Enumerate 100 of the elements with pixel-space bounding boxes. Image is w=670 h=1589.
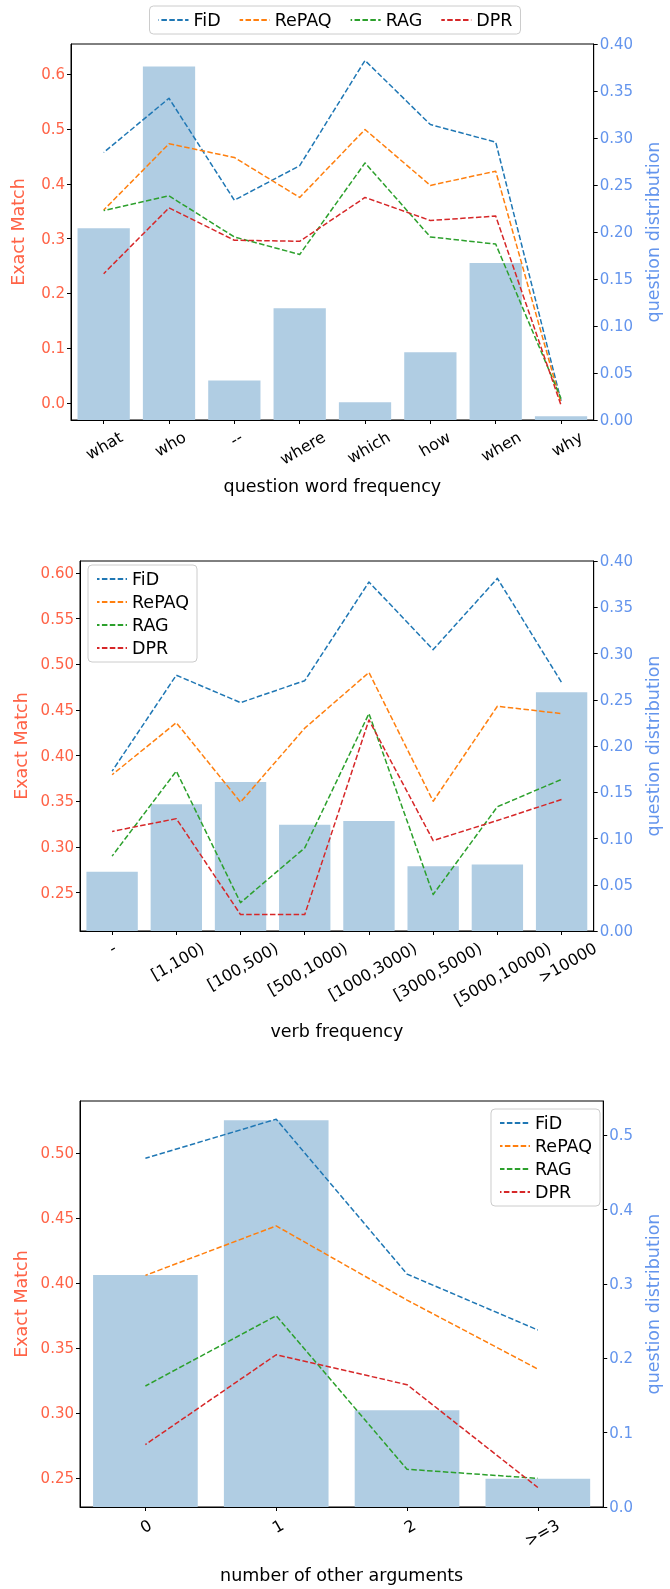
bar [469,263,522,420]
bar [338,402,392,420]
y2-tick-label: 0.15 [599,783,634,802]
legend-label: FiD [132,569,160,589]
x-axis-title: question word frequency [223,476,442,496]
bar [208,380,261,420]
y2-tick-label: 0.25 [599,690,634,709]
y2-tick-label: 0.40 [599,552,634,570]
bar [86,871,138,931]
y2-tick-label: 0.3 [609,1274,634,1293]
legend-label: DPR [476,10,513,30]
bar [485,1478,591,1507]
y-tick-label: 0.50 [40,655,74,674]
y-tick-label: 0.0 [41,394,65,413]
y2-tick-label: 0.30 [599,644,634,663]
x-tick-label: -- [226,427,247,450]
y2-tick-label: 0.00 [599,922,634,940]
y-tick-label: 0.35 [40,1339,74,1358]
y2-tick-label: 0.20 [599,737,634,755]
y2-tick-label: 0.35 [599,598,634,617]
y-tick-label: 0.35 [40,792,74,811]
x-axis-title: number of other arguments [220,1565,464,1585]
y-axis-title: Exact Match [8,178,28,286]
bar [471,864,524,931]
y-tick-label: 0.40 [40,746,74,765]
bar [214,782,267,931]
line-series [144,1225,539,1370]
bar [223,1120,329,1507]
bar [354,1410,460,1507]
bar [534,416,588,420]
y-tick-label: 0.45 [40,1209,74,1228]
bar [77,228,130,420]
legend-label: RAG [385,10,423,30]
y-tick-label: 0.30 [40,837,74,856]
y2-tick-label: 0.30 [599,129,634,147]
y2-tick-label: 0.4 [609,1200,634,1219]
y-tick-label: 0.60 [40,563,74,582]
y2-axis-title: question distribution [643,655,663,837]
y2-axis-title: question distribution [643,1213,663,1395]
bar [142,66,196,420]
bar [343,820,395,931]
y-tick-label: 0.25 [40,883,74,902]
legend-label: RAG [534,1159,572,1179]
x-tick-label: when [477,427,525,466]
y-tick-label: 0.4 [41,174,65,193]
line-series [111,671,563,803]
legend-label: FiD [534,1113,563,1133]
y2-tick-label: 0.40 [599,35,634,53]
x-tick-label: - [105,938,120,958]
x-tick-label: 0 [136,1515,156,1537]
x-axis-title: verb frequency [270,1021,404,1041]
x-tick-label: >=3 [521,1515,563,1551]
y2-tick-label: 0.25 [599,176,634,194]
y2-tick-label: 0.5 [609,1126,634,1145]
y2-tick-label: 0.00 [599,411,634,429]
bar [279,824,331,931]
y2-tick-label: 0.0 [609,1498,634,1516]
y2-tick-label: 0.35 [599,82,634,100]
y2-tick-label: 0.20 [599,223,634,241]
legend-label: RePAQ [132,592,190,612]
legend-label: DPR [534,1182,572,1202]
legend-label: RAG [132,615,169,635]
bar [404,352,457,420]
line-series [144,1314,539,1480]
y-axis-title: Exact Match [10,692,31,800]
x-tick-label: what [82,427,126,464]
bar [150,804,202,931]
y2-tick-label: 0.15 [599,270,634,288]
y-tick-label: 0.30 [40,1404,74,1423]
bar [93,1275,198,1507]
x-tick-label: how [415,427,454,461]
x-tick-label: who [151,427,190,461]
y-tick-label: 0.45 [40,700,74,719]
y2-tick-label: 0.2 [609,1349,634,1368]
y-tick-label: 0.25 [40,1469,74,1488]
x-tick-label: why [548,427,586,461]
y2-tick-label: 0.10 [599,317,634,335]
y2-tick-label: 0.05 [599,364,634,382]
bar [535,692,588,931]
legend-label: RePAQ [274,10,332,30]
line-series [144,1354,539,1489]
y2-tick-label: 0.10 [599,829,634,848]
x-tick-label: 1 [268,1515,288,1537]
y-tick-label: 0.2 [41,284,65,303]
x-tick-label: 2 [400,1515,420,1537]
y-tick-label: 0.3 [41,229,65,248]
line-series [102,196,562,406]
legend-label: FiD [193,10,221,30]
legend-label: RePAQ [534,1136,592,1156]
y-tick-label: 0.55 [40,609,74,628]
bar [273,308,326,420]
bar [407,866,459,931]
y2-tick-label: 0.05 [599,875,634,894]
y2-tick-label: 0.1 [609,1423,634,1442]
y-axis-title: Exact Match [10,1250,31,1358]
y-tick-label: 0.40 [40,1274,74,1293]
y-tick-label: 0.6 [41,65,65,84]
y-tick-label: 0.5 [41,119,65,138]
y-tick-label: 0.50 [40,1144,74,1163]
y2-axis-title: question distribution [643,141,663,323]
